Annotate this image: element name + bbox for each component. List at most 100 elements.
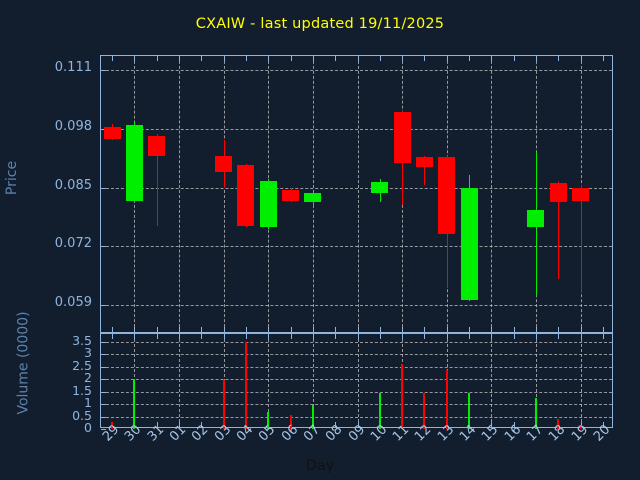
volume-bar[interactable]: [401, 364, 403, 429]
volume-gridline: [101, 391, 612, 393]
volume-gridline-vertical: [179, 334, 181, 427]
candlestick-body[interactable]: [393, 111, 411, 163]
volume-bar[interactable]: [312, 405, 314, 429]
volume-axis-tick-x-top: [134, 334, 136, 339]
candlestick-body[interactable]: [103, 126, 121, 139]
candlestick-wick: [558, 180, 559, 279]
candlestick-body[interactable]: [304, 192, 322, 202]
volume-axis-tick-x: [513, 422, 515, 427]
volume-bar[interactable]: [557, 418, 559, 429]
chart-title: CXAIW - last updated 19/11/2025: [195, 16, 445, 32]
price-axis-tick-x-top: [179, 56, 181, 61]
price-axis-tick-x: [558, 327, 560, 332]
volume-axis-tick-x-top: [179, 334, 181, 339]
price-axis-tick-x: [290, 327, 292, 332]
volume-bar[interactable]: [290, 415, 292, 429]
candlestick-wick: [424, 156, 425, 186]
volume-axis-tick-x: [491, 422, 493, 427]
volume-gridline: [101, 341, 612, 343]
price-axis-tick-x: [201, 327, 203, 332]
volume-axis-label: 1: [84, 395, 92, 410]
volume-bar[interactable]: [223, 380, 225, 429]
price-axis-tick-x: [179, 327, 181, 332]
volume-bar[interactable]: [423, 392, 425, 429]
volume-axis-tick-x-top: [558, 334, 560, 339]
volume-axis-tick: [101, 366, 106, 368]
price-axis-tick-x: [312, 327, 314, 332]
price-axis-tick-x: [602, 327, 604, 332]
price-axis-tick-x-top: [379, 56, 381, 61]
candlestick-body[interactable]: [527, 210, 545, 228]
price-gridline: [101, 128, 612, 130]
candlestick-body[interactable]: [125, 125, 143, 202]
price-axis-label: 0.072: [54, 236, 92, 252]
volume-axis-tick-x-top: [268, 334, 270, 339]
candlestick-body[interactable]: [148, 135, 166, 157]
volume-plot-area: [100, 333, 613, 430]
volume-bar[interactable]: [379, 392, 381, 429]
price-axis-tick-x-top: [335, 56, 337, 61]
volume-axis-tick-x-top: [402, 334, 404, 339]
candlestick-body[interactable]: [237, 165, 255, 226]
price-axis-tick-x: [580, 327, 582, 332]
volume-axis-tick-x: [357, 422, 359, 427]
volume-bar[interactable]: [468, 392, 470, 429]
price-axis-tick-x-top: [312, 56, 314, 61]
candlestick-body[interactable]: [572, 187, 590, 202]
volume-gridline: [101, 354, 612, 355]
price-plot-area: [100, 55, 613, 333]
volume-gridline-vertical: [491, 334, 493, 427]
volume-axis-tick: [101, 416, 106, 418]
volume-bar[interactable]: [133, 379, 135, 429]
price-axis-tick: [101, 304, 106, 306]
volume-bar[interactable]: [111, 421, 113, 429]
volume-axis-label: 1.5: [72, 382, 92, 398]
price-axis-tick-x: [446, 327, 448, 332]
price-axis-tick-x: [357, 327, 359, 332]
volume-axis-tick-x: [179, 422, 181, 427]
volume-bar[interactable]: [580, 424, 582, 429]
volume-bar[interactable]: [245, 341, 247, 429]
price-axis-tick-x-top: [201, 56, 203, 61]
candlestick-body[interactable]: [282, 189, 300, 202]
volume-axis-tick-x: [201, 422, 203, 427]
price-axis-tick-x-top: [268, 56, 270, 61]
candlestick-body[interactable]: [215, 156, 233, 172]
price-axis-title: Price: [4, 160, 20, 196]
volume-axis-tick-x-top: [223, 334, 225, 339]
volume-gridline-vertical: [357, 334, 359, 427]
candlestick-body[interactable]: [371, 182, 389, 193]
volume-axis-tick-x-top: [357, 334, 359, 339]
price-gridline-vertical: [179, 56, 181, 332]
candlestick-body[interactable]: [460, 187, 478, 301]
volume-axis-title: Volume (0000): [15, 311, 32, 415]
price-axis-tick-x: [513, 327, 515, 332]
volume-axis-tick: [101, 429, 106, 430]
volume-axis-tick-x-top: [602, 334, 604, 339]
price-gridline-vertical: [491, 56, 493, 332]
price-axis-tick-x-top: [469, 56, 471, 61]
volume-bar[interactable]: [535, 397, 537, 429]
volume-axis-label: 3.5: [72, 332, 92, 348]
volume-axis-tick-x: [602, 422, 604, 427]
volume-axis-label: 3: [84, 345, 92, 360]
candlestick-body[interactable]: [259, 180, 277, 228]
price-gridline-vertical: [223, 56, 225, 332]
volume-bar[interactable]: [446, 370, 448, 429]
price-axis-tick-x-top: [446, 56, 448, 61]
volume-axis-tick: [101, 341, 106, 343]
price-gridline-vertical: [357, 56, 359, 332]
candlestick-body[interactable]: [415, 156, 433, 168]
price-axis-tick-x: [335, 327, 337, 332]
price-axis-tick-x-top: [245, 56, 247, 61]
price-gridline: [101, 70, 612, 72]
volume-bar[interactable]: [267, 411, 269, 429]
price-axis-tick-x-top: [112, 56, 114, 61]
price-axis-tick-x-top: [134, 56, 136, 61]
volume-axis-tick-x-top: [335, 334, 337, 339]
price-axis-tick-x-top: [424, 56, 426, 61]
candlestick-body[interactable]: [549, 183, 567, 202]
candlestick-body[interactable]: [438, 156, 456, 234]
volume-axis-tick-x-top: [201, 334, 203, 339]
price-axis-tick-x: [469, 327, 471, 332]
